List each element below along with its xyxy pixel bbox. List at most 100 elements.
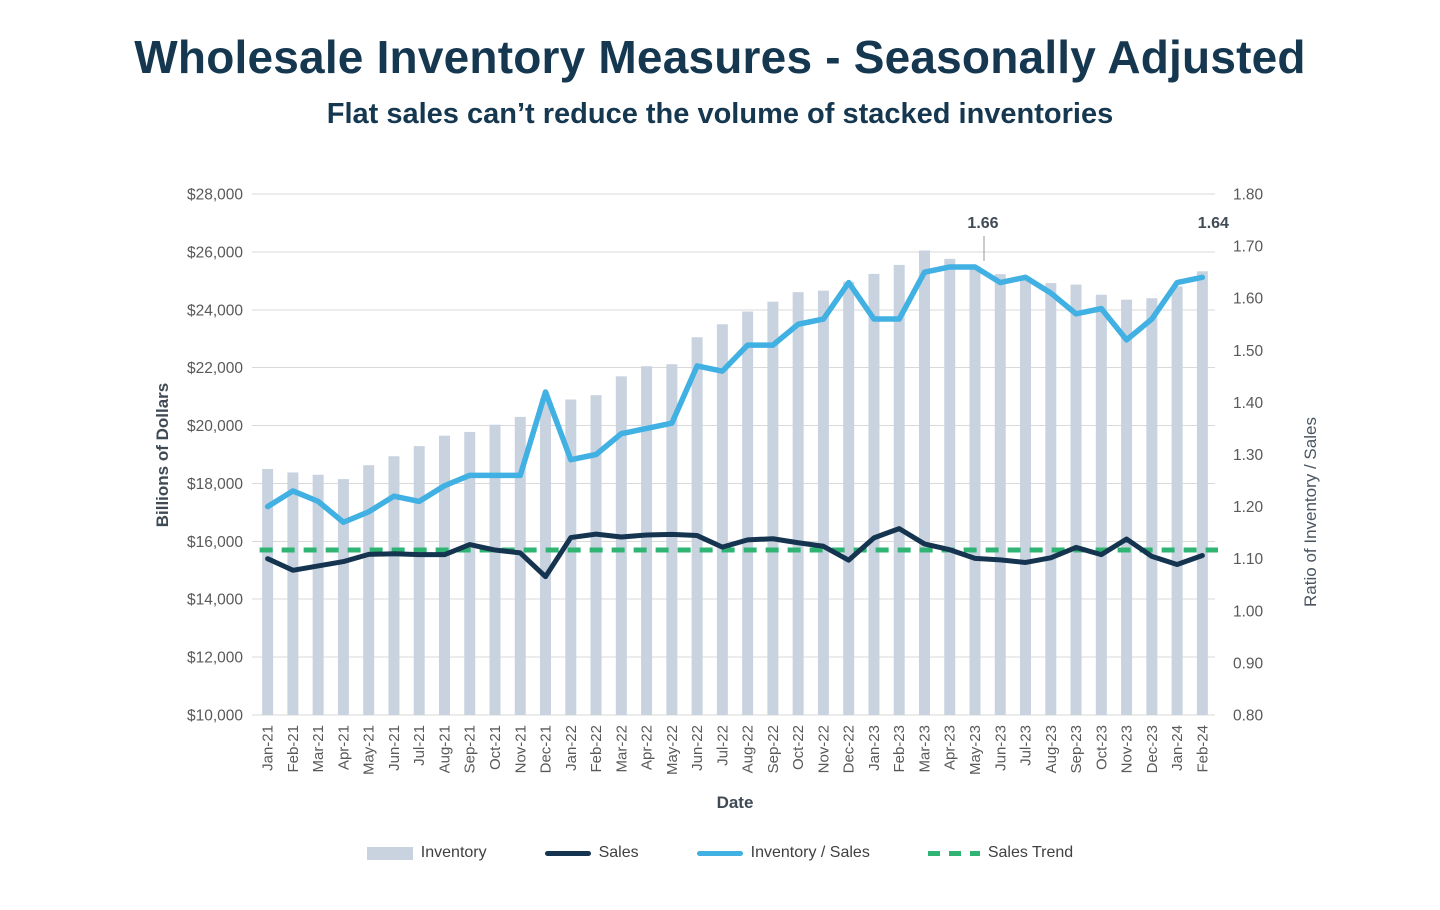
inventory-sales-ratio-line xyxy=(264,264,1206,525)
y-tick-label-left: $14,000 xyxy=(187,592,243,609)
x-tick-label: Sep-23 xyxy=(1068,725,1085,773)
y-tick-label-right: 1.00 xyxy=(1233,603,1264,620)
x-tick-label: May-23 xyxy=(967,725,984,775)
inventory-bar xyxy=(1095,294,1107,715)
x-tick-label: Dec-21 xyxy=(538,725,555,773)
inventory-bar xyxy=(742,311,754,715)
x-tick-label: Nov-23 xyxy=(1119,725,1136,773)
y-tick-label-left: $28,000 xyxy=(187,187,243,204)
x-tick-label: Dec-22 xyxy=(841,725,858,773)
inventory-bar xyxy=(287,472,299,715)
inventory-bar xyxy=(1196,271,1208,715)
inventory-bar xyxy=(1171,286,1183,715)
page-title: Wholesale Inventory Measures - Seasonall… xyxy=(134,31,1306,83)
inventory-bar xyxy=(691,337,703,715)
y-tick-label-left: $26,000 xyxy=(187,244,243,261)
inventory-bar xyxy=(817,290,829,715)
x-tick-label: Apr-22 xyxy=(639,725,656,770)
legend-item-inventory-sales-ratio: Inventory / Sales xyxy=(696,844,870,862)
inventory-bar xyxy=(489,424,501,715)
inventory-bar xyxy=(337,479,349,715)
x-tick-label: Jul-23 xyxy=(1018,725,1035,766)
inventory-bar xyxy=(514,416,526,715)
x-tick-label: Sep-21 xyxy=(462,725,479,773)
y-tick-label-right: 1.20 xyxy=(1233,499,1264,516)
y-tick-label-right: 1.10 xyxy=(1233,551,1264,568)
legend-label: Sales Trend xyxy=(987,844,1074,861)
y-tick-label-left: $20,000 xyxy=(187,418,243,435)
inventory-bar xyxy=(792,292,804,715)
x-tick-label: Aug-23 xyxy=(1043,725,1060,773)
y-tick-label-left: $22,000 xyxy=(187,360,243,377)
x-tick-label: Mar-21 xyxy=(310,725,327,773)
x-tick-label: May-22 xyxy=(664,725,681,775)
ratio-swatch-icon xyxy=(696,850,743,856)
x-tick-label: Jun-23 xyxy=(992,725,1009,771)
legend-item-sales: Sales xyxy=(544,844,639,862)
x-axis-title: Date xyxy=(716,793,754,812)
x-tick-label: Jul-22 xyxy=(714,725,731,766)
legend-label: Inventory / Sales xyxy=(750,844,870,861)
x-tick-label: Jan-24 xyxy=(1169,725,1186,771)
inventory-bar xyxy=(868,273,880,715)
x-tick-label: Aug-22 xyxy=(740,725,757,773)
y-tick-label-left: $12,000 xyxy=(187,650,243,667)
inventory-bar xyxy=(438,435,450,715)
inventory-bar xyxy=(1020,277,1032,715)
legend-label: Inventory xyxy=(420,844,487,861)
legend: Inventory Sales Inventory / Sales Sales … xyxy=(0,844,1440,862)
trend-swatch-icon xyxy=(927,850,980,856)
y-tick-label-right: 1.50 xyxy=(1233,343,1264,360)
x-tick-label: Jun-22 xyxy=(689,725,706,771)
legend-item-sales-trend: Sales Trend xyxy=(927,844,1074,862)
inventory-bar xyxy=(590,395,602,715)
inventory-bar xyxy=(262,468,274,715)
x-tick-label: Feb-24 xyxy=(1194,725,1211,773)
y-tick-label-left: $24,000 xyxy=(187,302,243,319)
inventory-bar xyxy=(893,264,905,715)
x-tick-label: Mar-23 xyxy=(916,725,933,773)
y-tick-label-right: 0.80 xyxy=(1233,708,1264,725)
y-tick-label-right: 1.70 xyxy=(1233,239,1264,256)
inventory-bar xyxy=(1146,298,1158,715)
x-tick-label: Oct-21 xyxy=(487,725,504,770)
x-tick-label: May-21 xyxy=(361,725,378,775)
y-axis-title-left: Billions of Dollars xyxy=(153,382,172,528)
x-tick-label: Oct-23 xyxy=(1093,725,1110,770)
inventory-bar xyxy=(716,324,728,715)
x-tick-label: Jan-21 xyxy=(260,725,277,771)
legend-item-inventory: Inventory xyxy=(366,844,487,862)
x-tick-label: Aug-21 xyxy=(436,725,453,773)
y-tick-label-right: 1.60 xyxy=(1233,291,1264,308)
y-tick-label-left: $10,000 xyxy=(187,708,243,725)
inventory-bar xyxy=(540,398,552,715)
x-tick-label: Dec-23 xyxy=(1144,725,1161,773)
inventory-bar xyxy=(615,376,627,715)
inventory-bar xyxy=(565,399,577,715)
inventory-bar xyxy=(641,366,653,715)
y-tick-label-right: 1.30 xyxy=(1233,447,1264,464)
inventory-bar xyxy=(312,474,324,715)
inventory-bar xyxy=(666,364,678,715)
x-tick-label: Nov-22 xyxy=(815,725,832,773)
y-tick-label-left: $18,000 xyxy=(187,476,243,493)
x-tick-label: Sep-22 xyxy=(765,725,782,773)
sales-swatch-icon xyxy=(544,850,591,856)
annotation-label: 1.64 xyxy=(1198,215,1229,232)
x-tick-label: Apr-23 xyxy=(942,725,959,770)
x-tick-label: Jun-21 xyxy=(386,725,403,771)
page-subtitle: Flat sales can’t reduce the volume of st… xyxy=(326,98,1114,130)
inventory-bar xyxy=(767,301,779,715)
y-tick-label-left: $16,000 xyxy=(187,534,243,551)
sales-line xyxy=(265,526,1205,580)
inventory-bar xyxy=(843,281,855,715)
x-tick-label: Jul-21 xyxy=(411,725,428,766)
inventory-bar xyxy=(994,274,1006,715)
inventory-bar xyxy=(388,456,400,715)
y-tick-label-right: 0.90 xyxy=(1233,655,1264,672)
x-tick-label: Mar-22 xyxy=(613,725,630,773)
inventory-swatch-icon xyxy=(366,846,413,860)
y-tick-label-right: 1.80 xyxy=(1233,187,1264,204)
